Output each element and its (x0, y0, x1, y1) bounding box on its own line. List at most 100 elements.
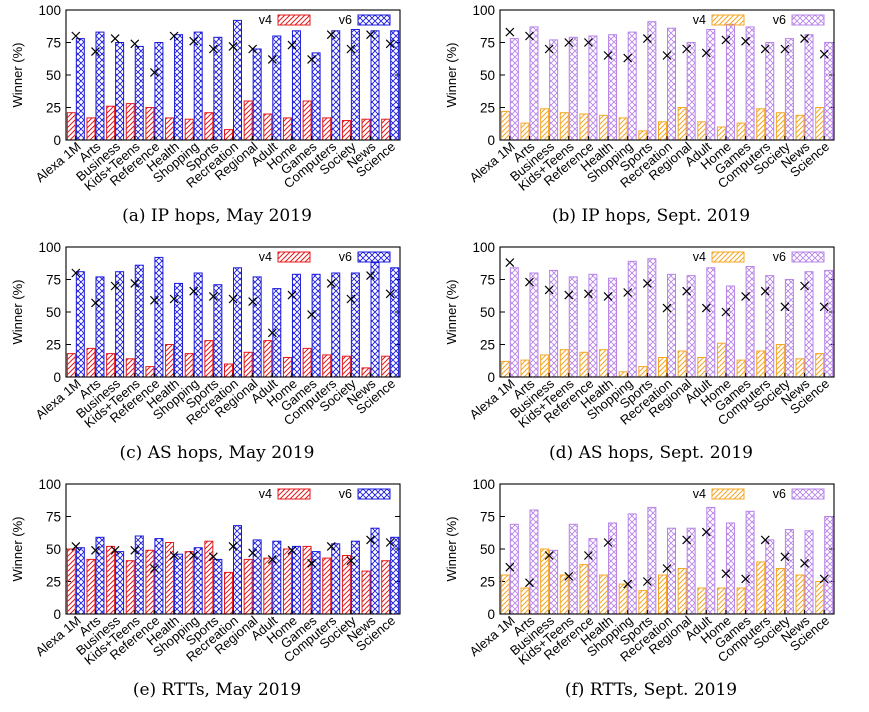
legend-swatch-v4 (711, 251, 745, 263)
bar-v6 (784, 279, 794, 378)
marker-x (721, 307, 731, 317)
ytick-label: 25 (46, 101, 61, 116)
plot-frame (499, 9, 835, 141)
bar-v4 (599, 114, 609, 141)
bar-v4 (224, 363, 233, 378)
bar-v4 (243, 100, 253, 141)
bar-v4 (716, 587, 726, 615)
bar-v6 (75, 271, 85, 378)
bar-v6 (745, 266, 755, 378)
marker-x (623, 288, 633, 297)
legend-label-v6: v6 (339, 13, 352, 27)
bar-v4 (322, 354, 332, 378)
legend-label-v6: v6 (339, 250, 352, 264)
marker-x (130, 545, 140, 555)
bar-v6 (331, 543, 341, 615)
bar-v4 (756, 108, 766, 141)
marker-x (208, 44, 218, 54)
marker-x (130, 278, 140, 288)
bar-v6 (745, 26, 755, 141)
ytick-label: 75 (480, 36, 495, 51)
bar-v6 (627, 260, 637, 378)
marker-x (385, 39, 395, 49)
bar-v6 (804, 530, 814, 615)
bar-v6 (647, 506, 657, 615)
bar-v6 (311, 52, 321, 141)
caption-f: (f) RTTs, Sept. 2019 (564, 680, 738, 700)
bar-v6 (647, 258, 657, 378)
bar-v4 (559, 349, 569, 378)
marker-x (741, 36, 751, 46)
bar-v4 (500, 360, 510, 378)
marker-x (71, 268, 81, 278)
marker-x (287, 290, 297, 300)
marker-x (189, 551, 199, 560)
bar-v6 (252, 48, 262, 141)
marker-x (169, 31, 179, 41)
legend-swatch-v6 (357, 14, 391, 26)
ytick-label: 0 (53, 133, 61, 148)
plot-frame (499, 483, 835, 615)
bar-v4 (341, 355, 351, 378)
bar-v4 (579, 351, 589, 378)
marker-x (800, 281, 809, 291)
bar-v6 (608, 34, 618, 141)
marker-x (682, 44, 692, 54)
bar-v4 (106, 545, 116, 615)
legend-label-v4: v4 (259, 13, 272, 27)
bar-v4 (520, 122, 530, 141)
bar-v4 (579, 564, 589, 615)
bar-v6 (331, 30, 341, 141)
marker-x (544, 285, 554, 295)
bar-v6 (549, 269, 559, 378)
bar-v4 (500, 574, 510, 615)
bar-v6 (75, 38, 85, 141)
marker-x (346, 44, 356, 54)
ytick-label: 50 (46, 542, 61, 557)
bar-v4 (243, 351, 253, 378)
bar-v4 (224, 129, 233, 141)
bar-v4 (322, 117, 332, 141)
bar-v6 (390, 267, 400, 378)
caption-a: (a) IP hops, May 2019 (122, 206, 312, 226)
marker-x (149, 564, 159, 573)
bar-v4 (618, 117, 628, 141)
legend-swatch-v6 (357, 488, 391, 500)
caption-b: (b) IP hops, Sept. 2019 (551, 206, 751, 226)
bar-v4 (125, 560, 135, 615)
bar-v6 (272, 540, 282, 615)
legend-label-v6: v6 (773, 13, 786, 27)
bar-v4 (736, 122, 746, 141)
legend-label-v6: v6 (773, 250, 786, 264)
bar-v6 (686, 275, 696, 378)
bar-v4 (775, 344, 785, 378)
bar-v4 (540, 548, 550, 615)
bar-v6 (568, 523, 578, 615)
ytick-label: 25 (46, 338, 61, 353)
bar-v6 (134, 535, 144, 615)
bar-v4 (638, 590, 648, 615)
marker-x (603, 51, 613, 60)
bar-v6 (588, 273, 598, 378)
ytick-label: 50 (480, 305, 495, 320)
bar-v6 (824, 42, 834, 141)
bar-v4 (184, 118, 194, 141)
bar-v4 (106, 105, 116, 141)
bar-v6 (291, 273, 301, 378)
marker-x (819, 574, 829, 584)
bar-v6 (95, 31, 105, 141)
marker-x (228, 541, 238, 551)
bar-v6 (350, 540, 360, 615)
bar-v4 (263, 113, 273, 141)
marker-x (564, 38, 574, 47)
panel-d: 0 25 50 75 100 Winner (%) Alexa 1M Arts Business… (434, 237, 868, 474)
bar-v4 (243, 558, 253, 615)
panel-c: 0 25 50 75 100 Winner (%) Alexa 1M Arts Business… (0, 237, 434, 474)
bar-v6 (588, 35, 598, 141)
legend-swatch-v6 (791, 488, 825, 500)
marker-x (583, 289, 593, 299)
legend-label-v6: v6 (773, 487, 786, 501)
bar-v4 (520, 359, 530, 378)
